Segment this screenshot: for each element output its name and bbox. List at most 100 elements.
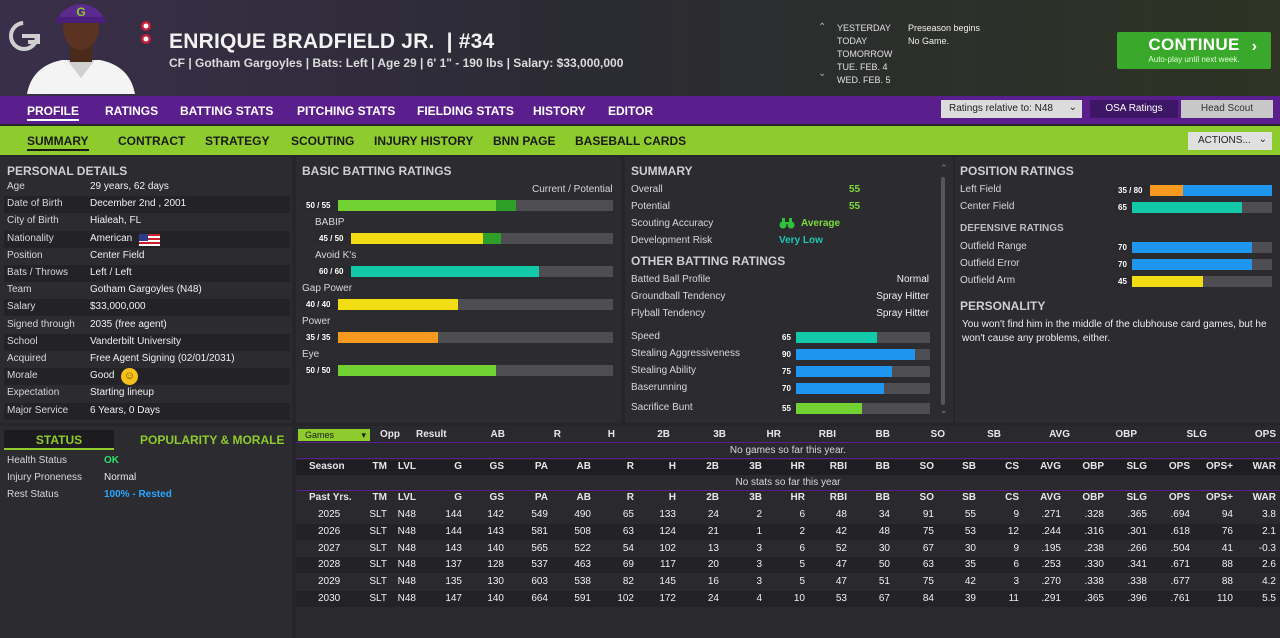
tab-batting-stats[interactable]: BATTING STATS — [180, 104, 274, 118]
past-stats-cell: 565 — [531, 542, 548, 554]
past-column-header: SO — [919, 492, 934, 503]
tab-popularity-morale[interactable]: POPULARITY & MORALE — [140, 433, 285, 447]
tab-scouting[interactable]: SCOUTING — [291, 134, 355, 148]
past-stats-cell: 63 — [622, 525, 634, 537]
past-stats-cell: SLT — [369, 559, 387, 571]
tab-injury-history[interactable]: INJURY HISTORY — [374, 134, 474, 148]
past-stats-cell: 63 — [922, 559, 934, 571]
tab-baseball-cards[interactable]: BASEBALL CARDS — [575, 134, 687, 148]
season-column-header: 2B — [706, 461, 719, 472]
detail-value: Gotham Gargoyles (N48) — [90, 284, 202, 296]
other-batting-value: Normal — [896, 274, 929, 285]
event-yesterday: Preseason begins — [908, 23, 981, 33]
season-column-header: PA — [534, 461, 548, 472]
games-column-header: SO — [930, 429, 945, 440]
calendar-up-icon[interactable]: ⌃ — [818, 22, 827, 33]
past-stats-cell: .270 — [1041, 576, 1061, 588]
past-stats-cell: 508 — [574, 525, 591, 537]
tab-bnn-page[interactable]: BNN PAGE — [493, 134, 556, 148]
position-label: Left Field — [960, 184, 1002, 195]
games-column-header: AVG — [1049, 429, 1070, 440]
actions-button[interactable]: ACTIONS... ⌄ — [1188, 132, 1272, 150]
past-stats-cell: 55 — [964, 509, 976, 520]
past-stats-cell: 13 — [707, 542, 719, 554]
rating-bar — [1114, 242, 1253, 253]
season-column-header: Season — [309, 461, 345, 472]
speed-rating-label: Sacrifice Bunt — [631, 402, 693, 413]
continue-label: CONTINUE — [1148, 35, 1240, 54]
past-column-header: 2B — [706, 492, 719, 503]
past-column-header: OPS+ — [1206, 492, 1233, 503]
past-stats-cell: N48 — [397, 542, 416, 554]
scroll-up-icon[interactable]: ⌃ — [940, 163, 948, 173]
ratings-relative-select[interactable]: Ratings relative to: N48 ⌄ — [941, 100, 1082, 118]
season-column-header: TM — [372, 461, 387, 472]
summary-scrollbar[interactable]: ⌃ ⌄ — [940, 163, 948, 419]
rating-bar-track — [302, 332, 613, 343]
season-column-header: G — [454, 461, 462, 472]
tab-history[interactable]: HISTORY — [533, 104, 586, 118]
tab-strategy[interactable]: STRATEGY — [205, 134, 270, 148]
osa-ratings-toggle[interactable]: OSA Ratings — [1090, 100, 1178, 118]
overall-label: Overall — [631, 184, 663, 195]
rating-value-label: 45 / 50 — [315, 233, 351, 244]
ratings-relative-label: Ratings relative to: N48 — [949, 103, 1053, 114]
past-stats-cell: 42 — [964, 576, 976, 588]
scroll-down-icon[interactable]: ⌄ — [940, 405, 948, 415]
defensive-label: Outfield Arm — [960, 275, 1016, 286]
season-column-header: RBI — [829, 461, 847, 472]
app-logo-icon[interactable] — [8, 20, 40, 52]
past-stats-cell: 3 — [756, 576, 762, 588]
past-column-header: OPS — [1168, 492, 1190, 503]
calendar-down-icon[interactable]: ⌄ — [818, 68, 827, 79]
personality-title: PERSONALITY — [960, 299, 1046, 313]
rating-bar — [1114, 259, 1253, 270]
past-stats-cell: 2028 — [318, 559, 341, 571]
tab-ratings[interactable]: RATINGS — [105, 104, 159, 118]
past-stats-cell: 133 — [659, 509, 676, 520]
scroll-thumb[interactable] — [941, 177, 945, 405]
past-stats-cell: 102 — [659, 542, 676, 554]
rating-bar — [778, 349, 915, 360]
past-stats-cell: 110 — [1217, 593, 1233, 604]
past-stats-cell: 24 — [707, 509, 719, 520]
tab-editor[interactable]: EDITOR — [608, 104, 654, 118]
tab-pitching-stats[interactable]: PITCHING STATS — [297, 104, 396, 118]
rating-value-label: 60 / 60 — [315, 266, 351, 277]
past-stats-cell: SLT — [369, 593, 387, 604]
batting-rating-label: Avoid K's — [315, 250, 357, 261]
games-column-header: 3B — [713, 429, 726, 440]
detail-value: Center Field — [90, 249, 145, 261]
past-stats-cell: 30 — [878, 542, 890, 554]
scouting-accuracy-label: Scouting Accuracy — [631, 218, 714, 229]
past-stats-cell: 9 — [1013, 542, 1019, 554]
past-stats-cell: 4.2 — [1262, 576, 1276, 588]
past-stats-cell: 143 — [445, 542, 462, 554]
row-stripe — [4, 265, 290, 282]
tab-summary[interactable]: SUMMARY — [27, 134, 89, 151]
tab-fielding-stats[interactable]: FIELDING STATS — [417, 104, 514, 118]
past-stats-cell: .677 — [1170, 576, 1190, 588]
past-column-header: SLG — [1126, 492, 1147, 503]
past-stats-cell: 142 — [487, 509, 504, 520]
status-value: OK — [104, 455, 119, 466]
calendar-yesterday[interactable]: YESTERDAY — [837, 23, 891, 33]
tab-status[interactable]: STATUS — [4, 430, 114, 450]
tab-contract[interactable]: CONTRACT — [118, 134, 186, 148]
rating-value-label: 50 / 50 — [302, 365, 338, 376]
calendar-tomorrow[interactable]: TOMORROW — [837, 49, 893, 59]
past-stats-cell: .195 — [1041, 542, 1061, 554]
continue-button[interactable]: CONTINUE Auto-play until next week. › — [1117, 32, 1271, 69]
calendar-day-4[interactable]: TUE. FEB. 4 — [837, 62, 888, 72]
detail-label: Acquired — [7, 353, 47, 364]
row-stripe — [4, 402, 290, 420]
calendar-day-5[interactable]: WED. FEB. 5 — [837, 75, 891, 85]
past-stats-cell: 2.6 — [1262, 559, 1276, 571]
head-scout-toggle[interactable]: Head Scout — [1181, 100, 1273, 118]
past-column-header: G — [454, 492, 462, 503]
rating-value-label: 90 — [778, 349, 796, 360]
past-stats-cell: 9 — [1013, 509, 1019, 520]
calendar-today[interactable]: TODAY — [837, 36, 868, 46]
tab-profile[interactable]: PROFILE — [27, 104, 80, 121]
games-select[interactable]: Games ▾ — [298, 429, 370, 441]
